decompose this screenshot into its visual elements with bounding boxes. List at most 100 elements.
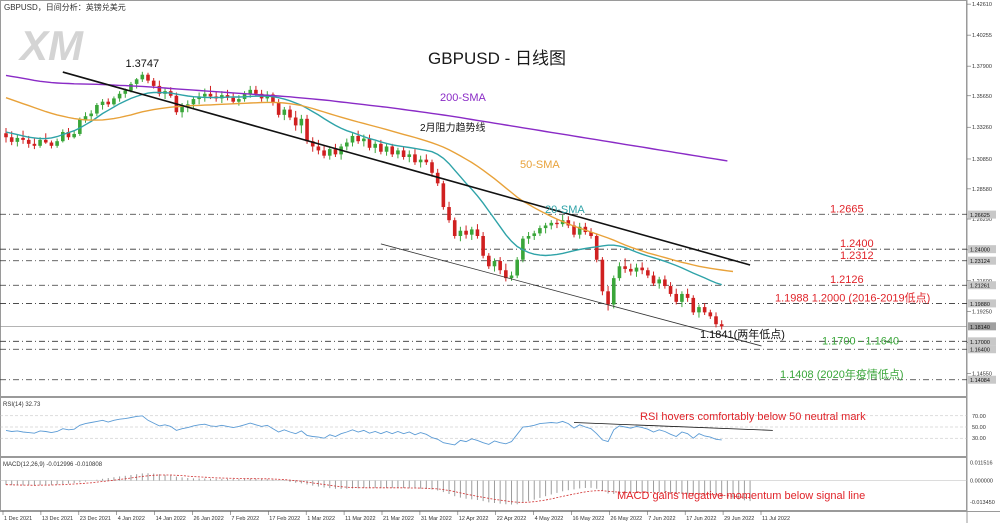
candle-body xyxy=(646,270,650,276)
candle-body xyxy=(487,255,491,267)
rsi-line xyxy=(5,415,722,446)
candle-body xyxy=(146,74,150,81)
trendlines xyxy=(62,71,762,347)
candle-body xyxy=(424,159,429,163)
candle-body xyxy=(674,293,679,302)
xm-logo: XM xyxy=(18,22,84,69)
price-marker-label: 1.18140 xyxy=(970,325,990,331)
candle-body xyxy=(418,159,423,163)
resistance-trendline xyxy=(62,71,751,266)
rsi-axis-label: 50.00 xyxy=(972,425,986,431)
label-level-1-1700: 1.1700 - 1.1640 xyxy=(822,335,899,347)
date-tick-label: 22 Apr 2022 xyxy=(497,516,527,522)
candle-body xyxy=(651,275,656,284)
candle-body xyxy=(95,104,99,114)
date-tick-label: 4 Jan 2022 xyxy=(118,516,145,522)
candle-body xyxy=(549,222,554,226)
rsi-panel: 70.00 50.00 30.00 xyxy=(0,414,986,446)
candle-body xyxy=(379,143,383,152)
macd-annotation: MACD gains negative momentum below signa… xyxy=(617,490,865,502)
macd-axis-label: 0.011516 xyxy=(970,460,993,466)
candle-body xyxy=(572,225,576,235)
candle-body xyxy=(38,139,42,146)
candle-body xyxy=(43,139,48,143)
candle-body xyxy=(203,93,207,97)
price-marker-box xyxy=(968,322,996,331)
sma50-line xyxy=(5,97,734,273)
candle-body xyxy=(140,74,145,80)
candle-body xyxy=(134,79,139,84)
candle-body xyxy=(254,89,258,94)
candle-body xyxy=(49,142,54,146)
rsi-trendline xyxy=(573,422,773,431)
label-20-sma: 20-SMA xyxy=(545,204,585,216)
price-marker-label: 1.14084 xyxy=(970,378,990,384)
price-marker-box xyxy=(968,375,996,384)
candle-body xyxy=(606,291,610,305)
candle-body xyxy=(356,135,360,142)
price-marker-label: 1.17000 xyxy=(970,340,990,346)
candle-body xyxy=(447,207,451,221)
date-tick-label: 21 Mar 2022 xyxy=(383,516,414,522)
label-level-1-2665: 1.2665 xyxy=(830,203,864,215)
candle-body xyxy=(390,146,395,155)
date-tick-label: 31 Mar 2022 xyxy=(421,516,452,522)
candle-body xyxy=(21,137,25,140)
candle-body xyxy=(475,229,480,236)
candle-body xyxy=(316,146,321,151)
candle-body xyxy=(55,141,59,146)
date-tick-label: 13 Dec 2021 xyxy=(42,516,73,522)
price-marker-label: 1.23124 xyxy=(970,259,990,265)
date-axis: 1 Dec 2021 13 Dec 2021 23 Dec 2021 4 Jan 20… xyxy=(2,511,790,522)
candle-body xyxy=(231,97,235,102)
candle-body xyxy=(129,83,133,91)
candle-body xyxy=(464,230,468,235)
candle-body xyxy=(611,278,616,305)
candle-body xyxy=(9,137,14,142)
candle-body xyxy=(299,118,304,126)
candle-body xyxy=(600,259,605,292)
macd-panel: 0.011516 0.000000 -0.013450 xyxy=(0,460,995,506)
candle-body xyxy=(515,259,519,276)
candle-body xyxy=(708,312,713,317)
candle-body xyxy=(4,133,8,138)
price-marker-label: 1.21261 xyxy=(970,284,990,290)
date-tick-label: 26 May 2022 xyxy=(610,516,642,522)
candle-body xyxy=(83,116,88,120)
candle-body xyxy=(498,261,502,271)
candle-body xyxy=(469,229,474,235)
candle-body xyxy=(282,109,287,115)
price-tick-label: 1.37900 xyxy=(972,64,992,70)
candle-body xyxy=(401,150,406,157)
candle-body xyxy=(640,267,644,271)
price-marker-label: 1.16400 xyxy=(970,348,990,354)
label-1-3747: 1.3747 xyxy=(125,58,159,70)
price-marker-label: 1.26625 xyxy=(970,213,990,219)
price-tick-label: 1.40255 xyxy=(972,33,992,39)
candle-body xyxy=(345,142,349,147)
candle-body xyxy=(589,232,593,236)
date-tick-label: 1 Mar 2022 xyxy=(307,516,335,522)
channel-lower-line xyxy=(380,243,762,347)
candle-body xyxy=(526,235,531,239)
candle-body xyxy=(327,149,332,156)
candle-body xyxy=(458,230,463,236)
moving-averages xyxy=(5,74,734,286)
price-tick-label: 1.33260 xyxy=(972,125,992,131)
macd-signal-line xyxy=(5,474,751,503)
candle-body xyxy=(413,154,417,163)
candle-body xyxy=(538,228,542,234)
candle-body xyxy=(702,307,707,313)
candle-body xyxy=(634,267,639,272)
candle-body xyxy=(617,266,622,279)
candle-body xyxy=(208,93,213,97)
candle-body xyxy=(594,235,599,260)
price-marker-box xyxy=(968,337,996,346)
candle-body xyxy=(350,135,355,143)
candle-body xyxy=(691,297,696,313)
label-200-sma: 200-SMA xyxy=(440,92,487,104)
price-tick-label: 1.35650 xyxy=(972,94,992,100)
price-tick-label: 1.19250 xyxy=(972,310,992,316)
candle-body xyxy=(276,103,281,115)
